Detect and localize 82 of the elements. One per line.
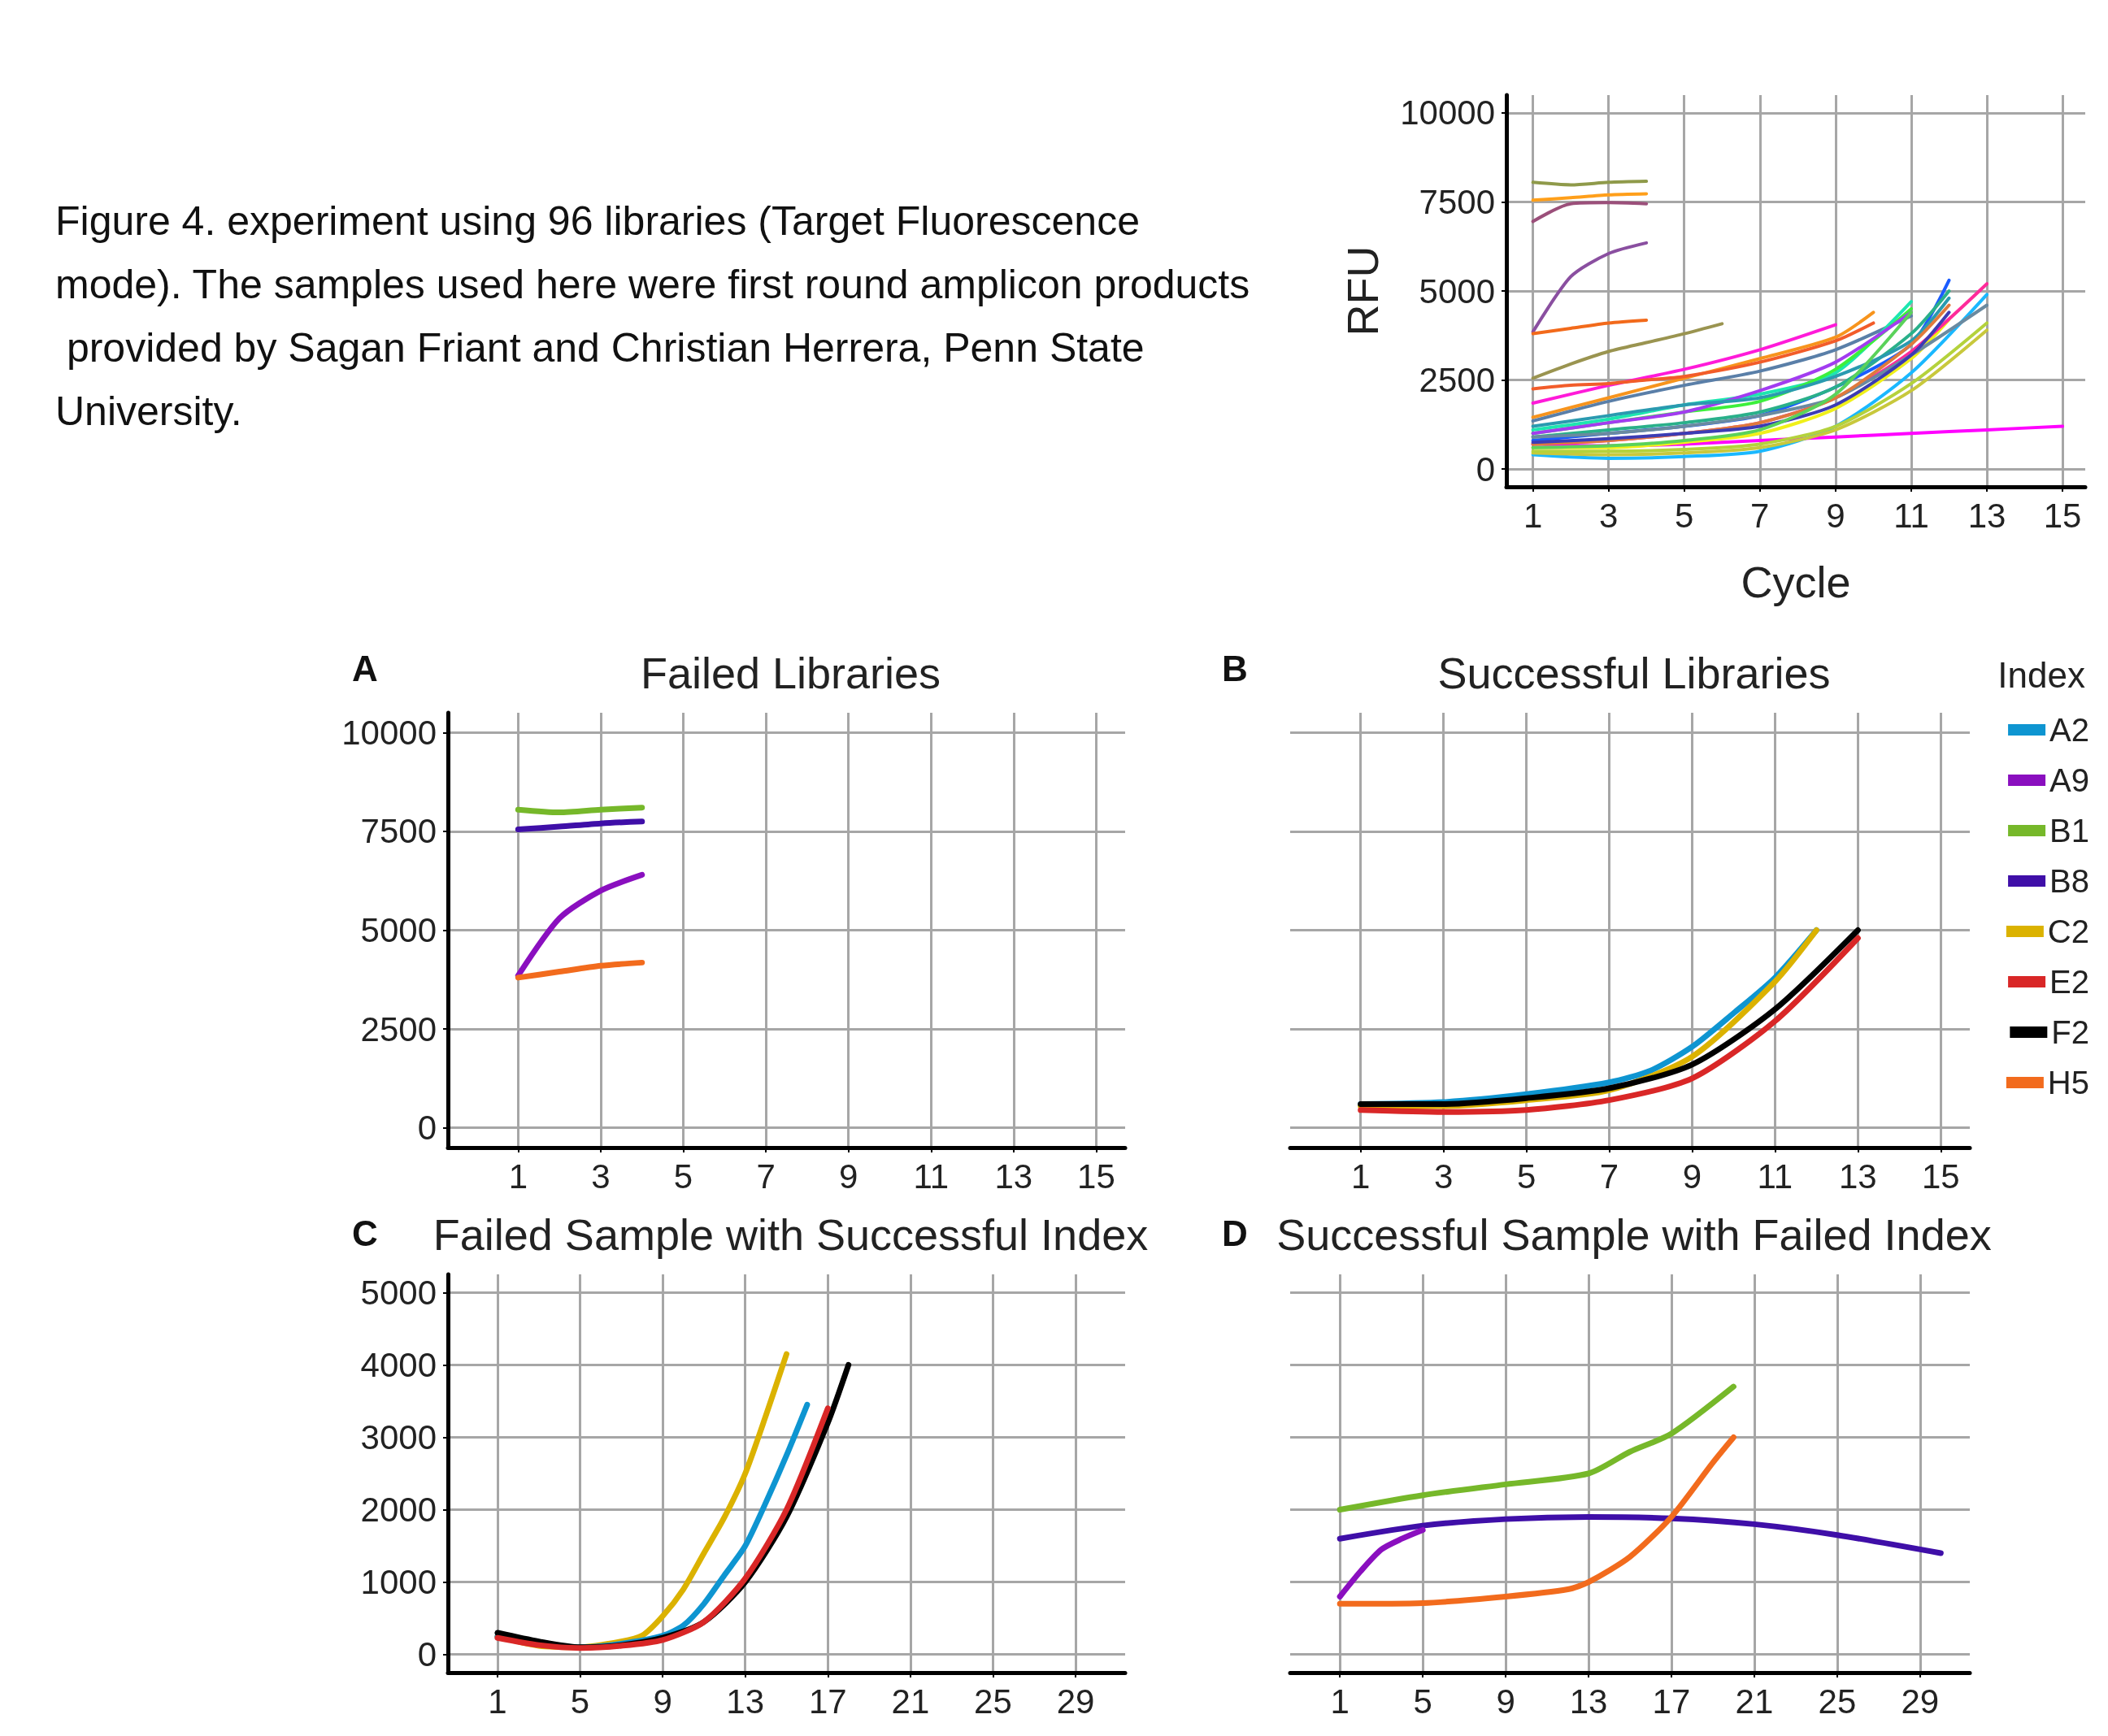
line-series bbox=[1531, 323, 1837, 406]
line-series bbox=[1531, 322, 1724, 380]
x-tick-label: 7 bbox=[1750, 496, 1770, 535]
y-tick-label: 2500 bbox=[360, 1009, 437, 1048]
y-tick-label: 7500 bbox=[360, 812, 437, 851]
x-tick-label: 29 bbox=[1056, 1682, 1095, 1721]
legend-label: C2 bbox=[2047, 914, 2090, 949]
x-tick-label: 5 bbox=[1516, 1157, 1536, 1196]
legend-label: F2 bbox=[2051, 1014, 2090, 1050]
y-tick-label: 0 bbox=[417, 1635, 437, 1674]
y-tick-label: 2000 bbox=[360, 1491, 437, 1530]
line-series bbox=[1531, 192, 1649, 202]
x-tick-label: 13 bbox=[1967, 496, 2006, 535]
y-tick-label: 5000 bbox=[1419, 271, 1495, 310]
x-tick-label: 17 bbox=[1652, 1682, 1691, 1721]
x-tick-label: 1 bbox=[1523, 496, 1543, 535]
legend-label: A9 bbox=[2049, 762, 2090, 798]
x-tick-label: 25 bbox=[1818, 1682, 1857, 1721]
y-tick-label: 7500 bbox=[1419, 182, 1495, 221]
x-tick-label: 21 bbox=[1735, 1682, 1774, 1721]
text: B bbox=[1222, 648, 1248, 688]
y-tick-label: 0 bbox=[1476, 449, 1495, 488]
x-tick-label: 9 bbox=[1826, 496, 1845, 535]
chart-title: Failed Sample with Successful Index bbox=[432, 1210, 1149, 1259]
text: C bbox=[352, 1213, 378, 1253]
x-tick-label: 5 bbox=[1675, 496, 1694, 535]
x-tick-label: 7 bbox=[756, 1157, 776, 1196]
line-series bbox=[1531, 241, 1649, 334]
y-tick-label: 1000 bbox=[360, 1563, 437, 1602]
y-axis-title: RFU bbox=[1338, 245, 1387, 336]
legend-label: E2 bbox=[2049, 964, 2090, 1000]
x-tick-label: 13 bbox=[726, 1682, 765, 1721]
x-tick-label: 11 bbox=[1893, 496, 1929, 535]
text: A bbox=[352, 648, 378, 688]
y-tick-label: 10000 bbox=[1400, 93, 1495, 132]
y-tick-label: 4000 bbox=[360, 1345, 437, 1384]
legend-label: B8 bbox=[2049, 863, 2090, 899]
line-series bbox=[1531, 318, 1649, 336]
x-tick-label: 9 bbox=[839, 1157, 858, 1196]
x-tick-label: 5 bbox=[1413, 1682, 1432, 1721]
x-axis-title: Cycle bbox=[1741, 558, 1851, 606]
x-tick-label: 9 bbox=[1496, 1682, 1515, 1721]
x-tick-label: 1 bbox=[508, 1157, 528, 1196]
text: D bbox=[1222, 1213, 1248, 1253]
legend-label: H5 bbox=[2047, 1065, 2090, 1100]
y-tick-label: 5000 bbox=[360, 911, 437, 949]
x-tick-label: 11 bbox=[913, 1157, 950, 1196]
x-tick-label: 5 bbox=[673, 1157, 693, 1196]
x-tick-label: 13 bbox=[1839, 1157, 1877, 1196]
chart-title: Successful Sample with Failed Index bbox=[1276, 1210, 1992, 1259]
x-tick-label: 3 bbox=[1598, 496, 1619, 535]
x-tick-label: 1 bbox=[1330, 1682, 1350, 1721]
x-tick-label: 9 bbox=[653, 1682, 672, 1721]
x-tick-label: 29 bbox=[1901, 1682, 1940, 1721]
y-tick-label: 3000 bbox=[360, 1417, 437, 1456]
x-tick-label: 1 bbox=[1350, 1157, 1371, 1196]
x-tick-label: 9 bbox=[1682, 1157, 1702, 1196]
legend-label: B1 bbox=[2049, 813, 2090, 848]
caption: Figure 4. experiment using 96 libraries (Target Fluorescence mode). The samples used here were first round amplicon products provided by Sagan Friant and Christian Herrera, Penn State University. bbox=[55, 198, 1250, 434]
y-tick-label: 10000 bbox=[341, 713, 437, 752]
chart-title: Successful Libraries bbox=[1437, 649, 1831, 697]
x-tick-label: 15 bbox=[1921, 1157, 1960, 1196]
chart-title: Failed Libraries bbox=[640, 649, 941, 697]
y-tick-label: 5000 bbox=[360, 1273, 437, 1312]
x-tick-label: 11 bbox=[1757, 1157, 1793, 1196]
x-tick-label: 15 bbox=[1077, 1157, 1115, 1196]
legend-title: Index bbox=[1997, 654, 2085, 695]
x-tick-label: 3 bbox=[1433, 1157, 1454, 1196]
x-tick-label: 1 bbox=[488, 1682, 507, 1721]
y-tick-label: 0 bbox=[417, 1109, 437, 1148]
legend-label: A2 bbox=[2049, 712, 2090, 748]
x-tick-label: 17 bbox=[808, 1682, 847, 1721]
x-tick-label: 25 bbox=[974, 1682, 1012, 1721]
x-tick-label: 13 bbox=[994, 1157, 1033, 1196]
x-tick-label: 7 bbox=[1599, 1157, 1619, 1196]
x-tick-label: 5 bbox=[570, 1682, 590, 1721]
x-tick-label: 15 bbox=[2043, 496, 2082, 535]
line-series bbox=[1531, 321, 1875, 391]
x-tick-label: 13 bbox=[1569, 1682, 1608, 1721]
x-tick-label: 21 bbox=[891, 1682, 930, 1721]
x-tick-label: 3 bbox=[591, 1157, 611, 1196]
y-tick-label: 2500 bbox=[1419, 361, 1495, 400]
